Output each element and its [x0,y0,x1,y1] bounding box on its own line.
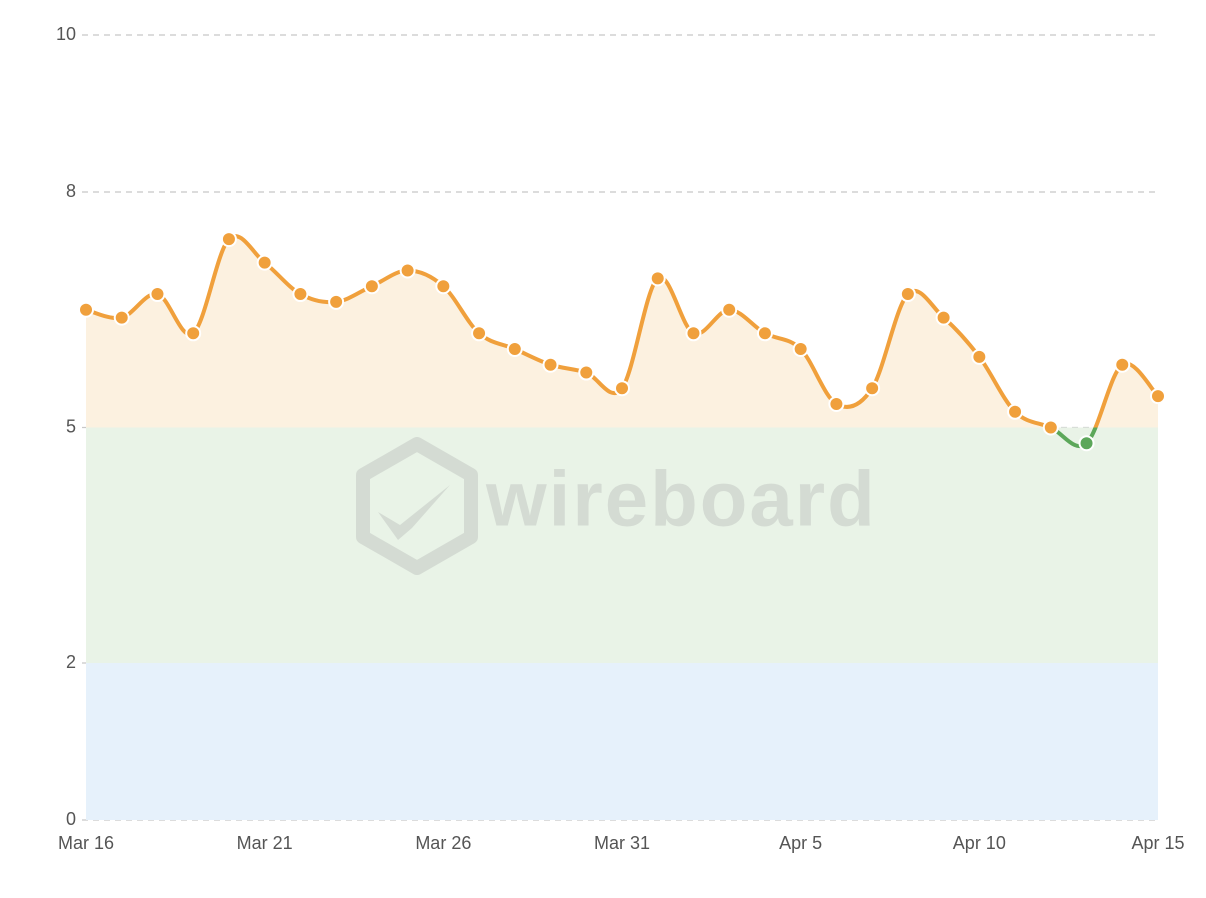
point [1042,419,1059,436]
y-tick-label: 8 [66,181,76,201]
point [971,348,988,365]
bands [86,427,1158,820]
point [756,325,773,342]
point [113,309,130,326]
watermark: wireboard [356,437,877,575]
point [1078,435,1095,452]
point [935,309,952,326]
x-tick-label: Apr 15 [1131,833,1184,853]
y-tick-label: 0 [66,809,76,829]
point [1150,388,1166,405]
point [685,325,702,342]
point [828,395,845,412]
point [399,262,416,279]
point [578,364,595,381]
point [614,380,630,397]
point [220,231,237,248]
point [256,254,273,271]
point [292,286,309,303]
point [435,278,452,295]
x-tick-label: Apr 10 [953,833,1006,853]
x-tick-label: Mar 31 [594,833,650,853]
point [185,325,202,342]
point [363,278,380,295]
x-tick-label: Apr 5 [779,833,822,853]
point [899,286,916,303]
point [721,301,738,318]
point [328,293,345,310]
point [1007,403,1024,420]
watermark-logo-check [378,485,450,540]
point [649,270,666,287]
band [86,663,1158,820]
watermark-text: wireboard [485,455,877,543]
y-tick-label: 10 [56,24,76,44]
point [149,286,166,303]
plot: Mar 16 Mar 21 Mar 26 Mar 31 Apr 5 Apr 10 Apr 1… [58,231,1185,853]
area [86,236,1158,428]
point [864,380,881,397]
point [78,301,94,318]
point [542,356,559,373]
band [86,427,1158,663]
x-tick-label: Mar 21 [237,833,293,853]
x-tick-label: Mar 16 [58,833,114,853]
x-tick-label: Mar 26 [415,833,471,853]
point [506,341,523,357]
y-tick-label: 2 [66,652,76,672]
y-tick-label: 5 [66,416,76,436]
point [471,325,488,342]
watermark-logo [356,437,478,575]
point [1114,356,1131,373]
point [792,341,809,357]
